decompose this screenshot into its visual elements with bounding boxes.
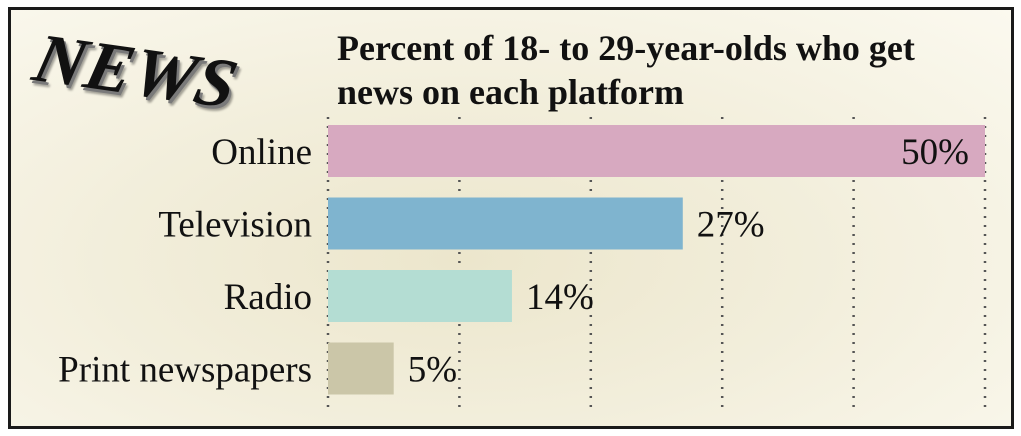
category-label: Radio bbox=[224, 277, 312, 318]
category-label: Television bbox=[158, 205, 312, 246]
value-label: 50% bbox=[901, 132, 969, 173]
category-label: Print newspapers bbox=[58, 350, 312, 391]
bars bbox=[328, 125, 985, 395]
bar-radio bbox=[328, 270, 512, 322]
gridlines bbox=[326, 117, 987, 408]
value-label: 5% bbox=[408, 350, 457, 391]
bar-print-newspapers bbox=[328, 342, 394, 395]
value-label: 27% bbox=[697, 205, 765, 246]
bar-television bbox=[328, 197, 683, 250]
labels: Online 50% Television 27% Radio 14% Print news… bbox=[58, 132, 969, 391]
chart-title: Percent of 18- to 29-year-olds who get n… bbox=[337, 28, 915, 112]
bar-online bbox=[328, 125, 985, 177]
category-label: Online bbox=[211, 132, 312, 173]
value-label: 14% bbox=[526, 277, 594, 318]
